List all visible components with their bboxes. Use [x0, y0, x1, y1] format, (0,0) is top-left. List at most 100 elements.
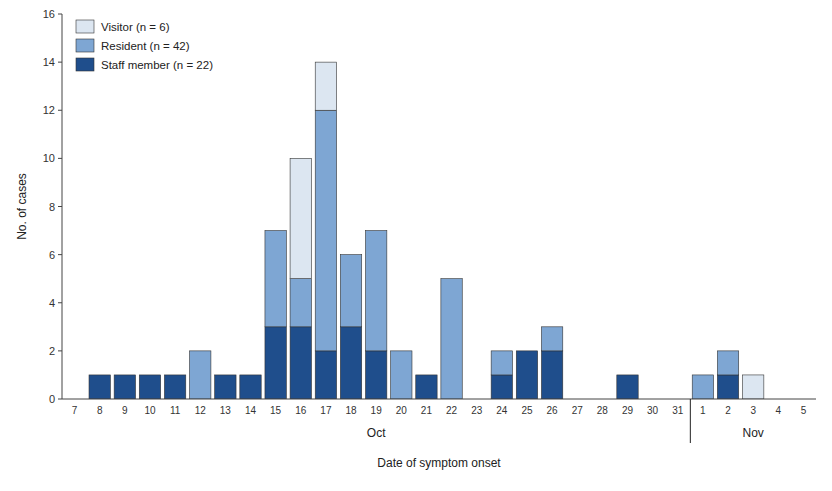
bar [139, 375, 160, 399]
legend-label: Resident (n = 42) [101, 40, 190, 52]
x-tick-label: 9 [122, 405, 128, 416]
y-axis-label: No. of cases [15, 173, 29, 240]
bar [290, 158, 311, 278]
bar [114, 375, 135, 399]
legend-swatch [76, 58, 94, 71]
bar [491, 351, 512, 375]
x-tick-label: 25 [521, 405, 533, 416]
bar [240, 374, 261, 375]
x-tick-label: 22 [446, 405, 458, 416]
bar [365, 230, 386, 231]
month-label: Oct [367, 426, 386, 440]
bar [617, 374, 638, 375]
bar [717, 375, 738, 399]
y-tick-label: 8 [49, 201, 55, 213]
x-tick-label: 31 [672, 405, 684, 416]
y-tick-label: 14 [43, 56, 55, 68]
bar [491, 375, 512, 399]
bar [742, 375, 763, 399]
y-tick-label: 4 [49, 297, 55, 309]
y-tick [58, 399, 62, 400]
bar [441, 278, 462, 279]
bar [164, 375, 185, 399]
bar [516, 350, 537, 351]
y-tick-label: 16 [43, 8, 55, 20]
x-tick-label: 29 [622, 405, 634, 416]
x-tick-label: 24 [496, 405, 508, 416]
x-tick-label: 23 [471, 405, 483, 416]
bar [114, 374, 135, 375]
bar [290, 279, 311, 327]
y-tick-label: 2 [49, 345, 55, 357]
bar [391, 351, 412, 399]
bar [391, 350, 412, 351]
x-tick-label: 16 [295, 405, 307, 416]
x-tick-label: 10 [144, 405, 156, 416]
bar [315, 62, 336, 110]
bar [541, 326, 562, 327]
bar [416, 375, 437, 399]
bar [215, 374, 236, 375]
legend-swatch [76, 39, 94, 52]
bar [240, 375, 261, 399]
series-bars [190, 110, 739, 399]
x-tick-label: 1 [700, 405, 706, 416]
x-tick-label: 12 [195, 405, 207, 416]
y-tick-label: 10 [43, 152, 55, 164]
x-tick-label: 14 [245, 405, 257, 416]
legend-label: Staff member (n = 22) [101, 59, 213, 71]
chart-container: 0246810121416No. of cases789101112131415… [0, 0, 832, 491]
y-tick [58, 302, 62, 303]
y-axis: 0246810121416 [43, 8, 62, 405]
y-tick-label: 6 [49, 249, 55, 261]
bar [541, 327, 562, 351]
bar [89, 375, 110, 399]
x-axis: 7891011121314151617181920212223242526272… [62, 399, 816, 416]
bar [692, 375, 713, 399]
bar [416, 374, 437, 375]
x-tick-label: 20 [396, 405, 408, 416]
bar [365, 351, 386, 399]
bar [190, 350, 211, 351]
month-label: Nov [742, 426, 763, 440]
bar [315, 110, 336, 351]
x-tick-label: 17 [320, 405, 332, 416]
x-tick-label: 18 [345, 405, 357, 416]
x-tick-label: 19 [371, 405, 383, 416]
bar [164, 374, 185, 375]
y-tick-label: 12 [43, 104, 55, 116]
bar [215, 374, 236, 375]
legend-label: Visitor (n = 6) [101, 21, 170, 33]
chart: 0246810121416No. of cases789101112131415… [0, 0, 832, 491]
bar [516, 350, 537, 351]
x-tick-label: 26 [547, 405, 559, 416]
series-bars [290, 62, 764, 399]
bar [190, 351, 211, 399]
x-tick-label: 3 [750, 405, 756, 416]
bar [416, 374, 437, 375]
bar [215, 375, 236, 399]
x-tick-label: 5 [801, 405, 807, 416]
legend: Visitor (n = 6) Resident (n = 42) Staff me… [76, 20, 213, 71]
bars [89, 62, 764, 399]
bar [717, 351, 738, 375]
x-tick-label: 4 [776, 405, 782, 416]
bar [139, 374, 160, 375]
x-tick-label: 15 [270, 405, 282, 416]
y-tick [58, 254, 62, 255]
bar [692, 374, 713, 375]
x-tick-label: 28 [597, 405, 609, 416]
bar [340, 254, 361, 255]
bar [340, 255, 361, 327]
x-tick-label: 27 [572, 405, 584, 416]
x-tick-label: 11 [170, 405, 181, 416]
bar [365, 231, 386, 351]
bar [114, 374, 135, 375]
bar [617, 374, 638, 375]
annotations: Oct Nov [367, 399, 764, 443]
legend-swatch [76, 20, 94, 33]
bar [89, 374, 110, 375]
x-tick-label: 7 [72, 405, 78, 416]
y-tick [58, 110, 62, 111]
bar [441, 279, 462, 399]
